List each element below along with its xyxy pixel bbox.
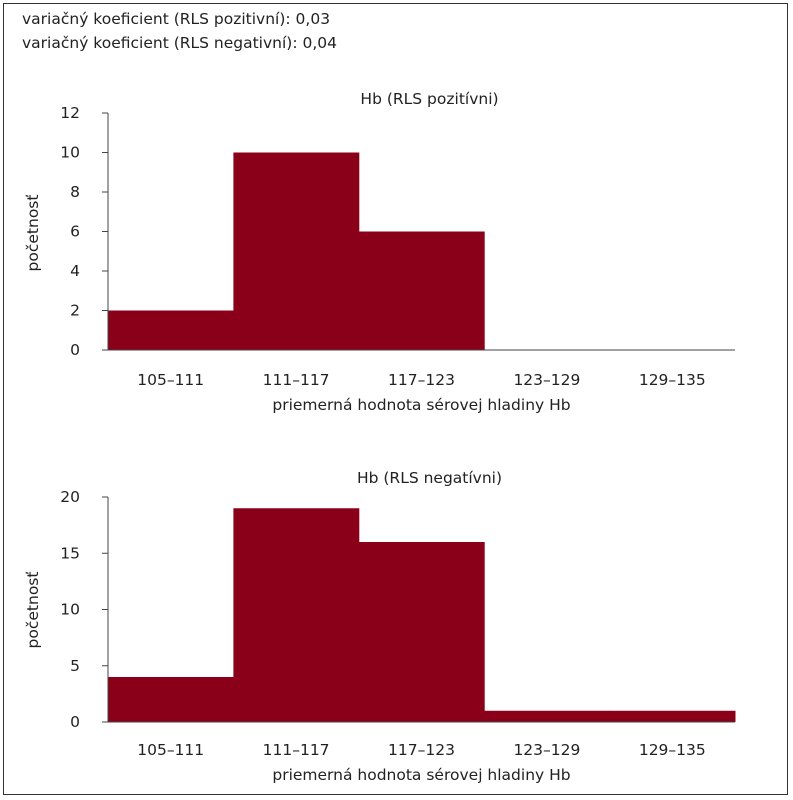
- chart1-x-tick-label-117–123: 117–123: [388, 371, 455, 389]
- chart2-y-axis-label: početnosť: [24, 572, 42, 649]
- chart1-x-tick-label-111–117: 111–117: [263, 371, 330, 389]
- chart1-bar-105–111: [108, 310, 234, 350]
- chart2-y-tick-label-20: 20: [60, 488, 80, 506]
- chart2-x-tick-label-105–111: 105–111: [137, 741, 204, 759]
- chart2-x-axis-label: priemerná hodnota sérovej hladiny Hb: [272, 766, 570, 784]
- chart1-x-axis-label: priemerná hodnota sérovej hladiny Hb: [272, 396, 570, 414]
- chart2-x-tick-label-129–135: 129–135: [639, 741, 706, 759]
- chart2-y-tick-label-15: 15: [60, 544, 80, 562]
- chart2-bar-117–123: [358, 542, 485, 722]
- chart1-y-tick-label-12: 12: [60, 104, 80, 122]
- cv-positive-note: variačný koeficient (RLS pozitivní): 0,0…: [22, 10, 331, 28]
- chart2-bar-111–117: [233, 508, 360, 722]
- chart1-title: Hb (RLS pozitívni): [360, 90, 498, 108]
- chart2-bar-129–135: [609, 710, 736, 722]
- chart2-bar-105–111: [108, 677, 234, 722]
- chart1-bar-117–123: [358, 231, 485, 350]
- chart1-y-tick-label-6: 6: [70, 223, 80, 241]
- chart1-y-tick-label-0: 0: [70, 341, 80, 359]
- chart1-bar-111–117: [233, 152, 360, 350]
- cv-negative-note: variačný koeficient (RLS negativní): 0,0…: [22, 34, 338, 52]
- chart2-y-tick-label-5: 5: [70, 657, 80, 675]
- chart2-x-tick-label-123–129: 123–129: [513, 741, 580, 759]
- chart2-bar-123–129: [484, 710, 611, 722]
- chart2-x-tick-label-117–123: 117–123: [388, 741, 455, 759]
- chart2-title: Hb (RLS negatívni): [357, 469, 502, 487]
- chart1-x-tick-label-105–111: 105–111: [137, 371, 204, 389]
- chart1-y-tick-label-10: 10: [60, 144, 80, 162]
- chart1-y-tick-label-8: 8: [70, 183, 80, 201]
- chart2-x-tick-label-111–117: 111–117: [263, 741, 330, 759]
- chart1-x-tick-label-129–135: 129–135: [639, 371, 706, 389]
- chart2-y-tick-label-10: 10: [60, 601, 80, 619]
- chart1-y-axis-label: početnosť: [24, 195, 42, 272]
- chart1-y-tick-label-2: 2: [70, 302, 80, 320]
- chart1-x-tick-label-123–129: 123–129: [513, 371, 580, 389]
- chart2-y-tick-label-0: 0: [70, 713, 80, 731]
- chart1-y-tick-label-4: 4: [70, 262, 80, 280]
